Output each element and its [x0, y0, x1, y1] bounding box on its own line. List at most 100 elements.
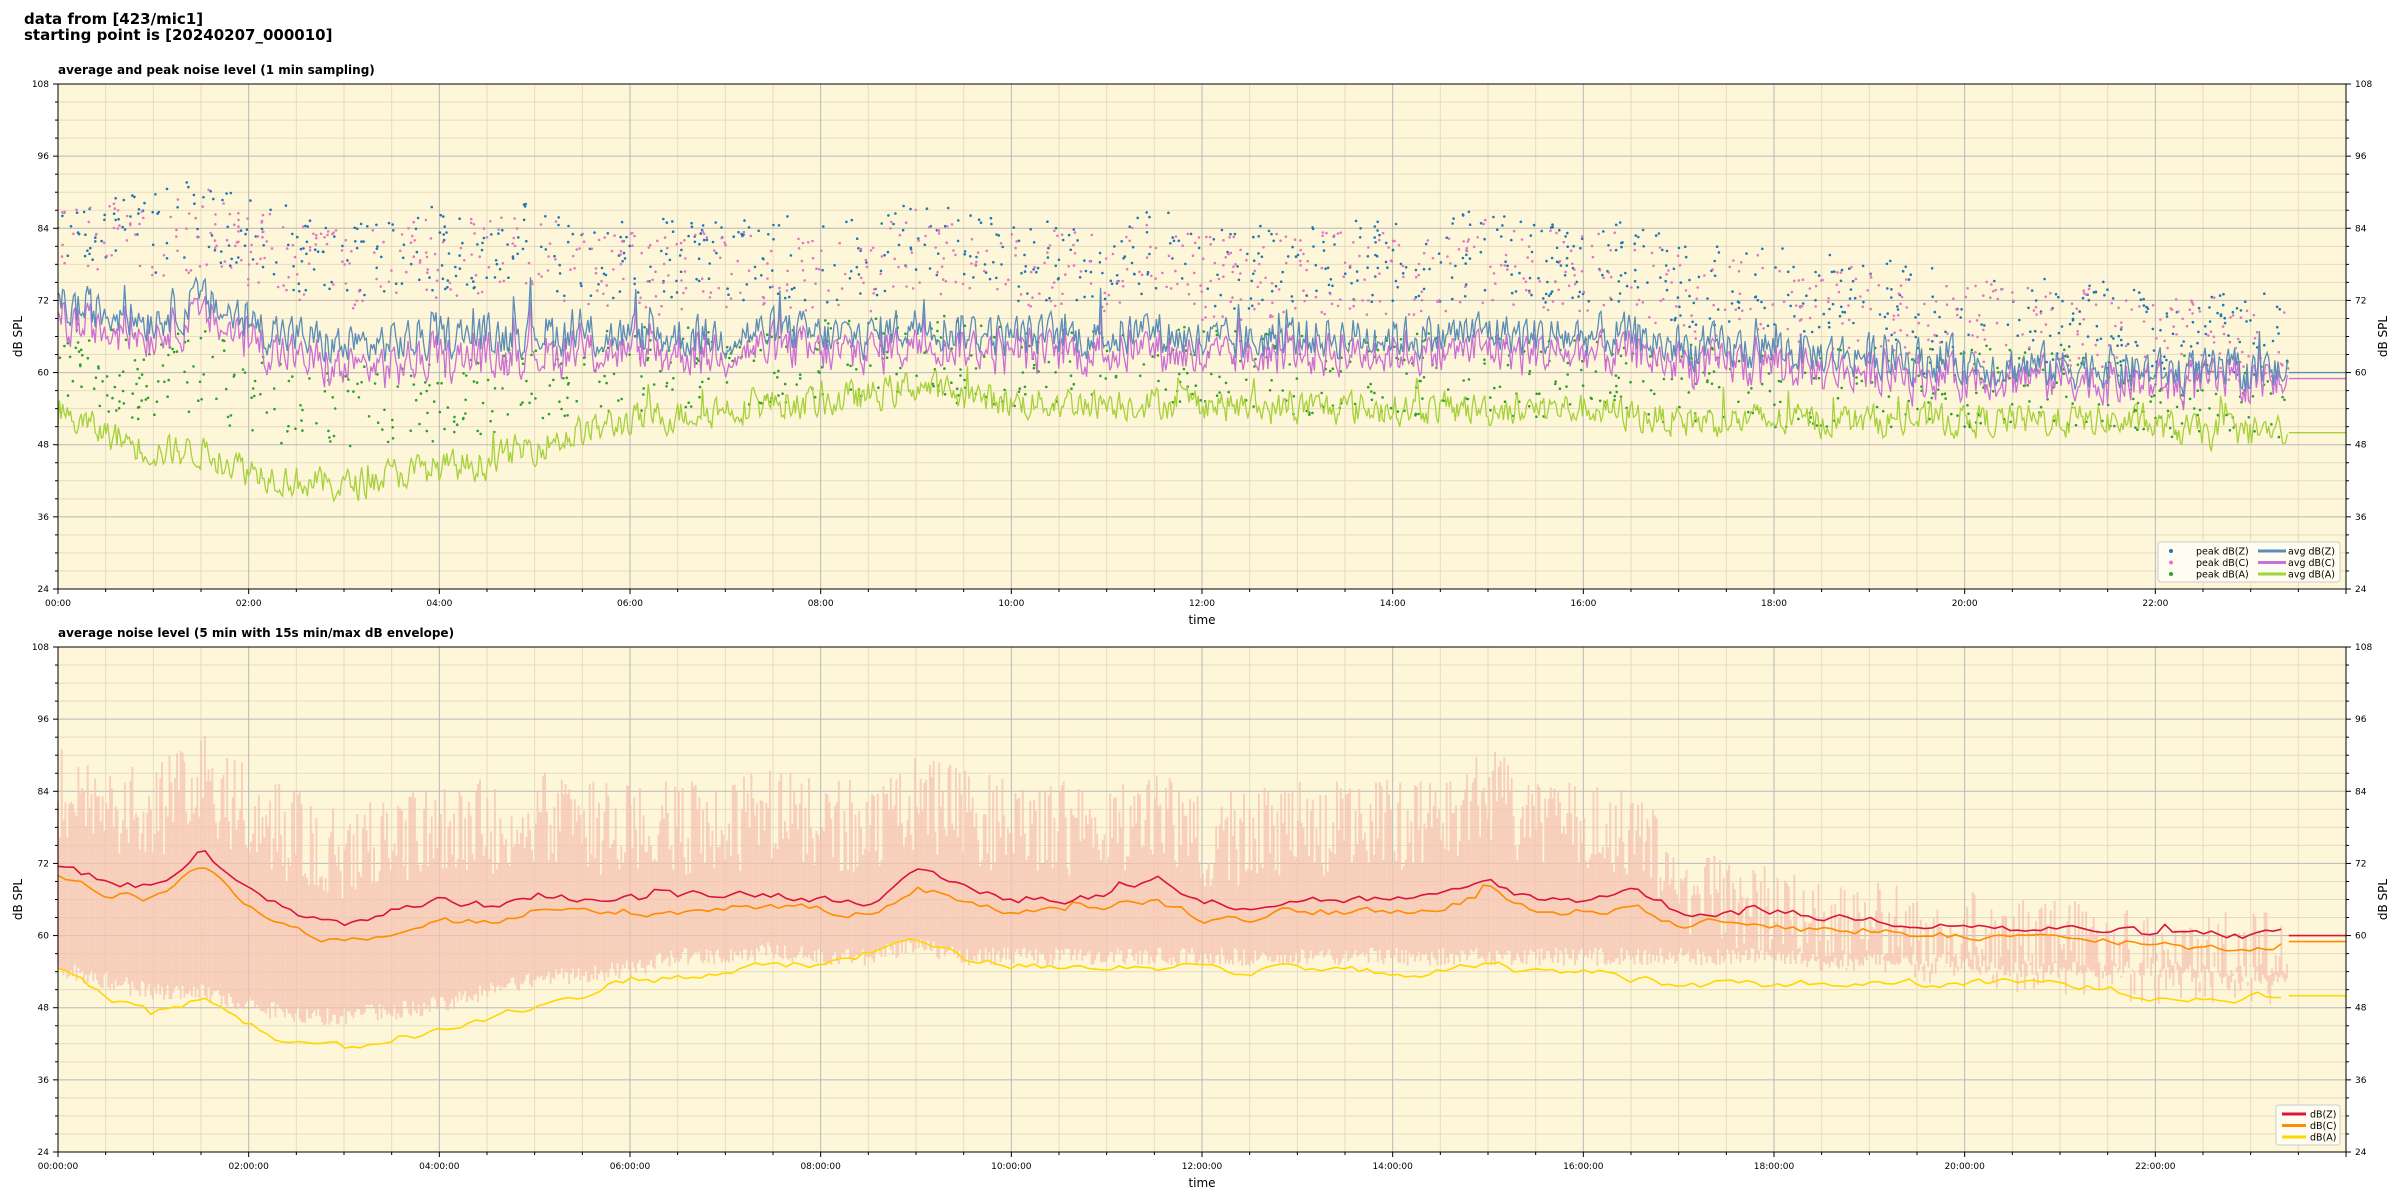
peak-point	[462, 372, 465, 375]
peak-point	[625, 235, 628, 239]
peak-point	[2034, 299, 2038, 302]
peak-point	[196, 227, 199, 231]
peak-point	[2033, 329, 2037, 333]
peak-point	[1624, 271, 1627, 275]
peak-point	[512, 236, 516, 240]
peak-point	[1321, 231, 1325, 234]
peak-point	[638, 301, 641, 305]
peak-point	[387, 221, 391, 225]
peak-point	[1526, 256, 1529, 259]
peak-point	[2238, 340, 2242, 344]
peak-point	[2027, 306, 2030, 310]
peak-point	[2243, 300, 2247, 304]
peak-point	[1156, 354, 1160, 357]
peak-point	[671, 230, 675, 233]
peak-point	[212, 197, 215, 201]
peak-point	[527, 261, 531, 265]
peak-point	[679, 241, 683, 245]
peak-point	[166, 395, 169, 399]
peak-point	[1029, 228, 1032, 231]
peak-point	[1333, 234, 1336, 237]
peak-point	[1461, 214, 1465, 217]
peak-point	[1220, 228, 1224, 232]
peak-point	[1390, 259, 1394, 263]
peak-point	[521, 401, 524, 404]
peak-point	[2008, 348, 2012, 352]
peak-point	[1355, 270, 1359, 273]
peak-point	[386, 440, 390, 444]
peak-point	[2158, 389, 2162, 393]
y-tick-label-left: 84	[38, 787, 50, 797]
peak-point	[476, 292, 480, 295]
peak-point	[2253, 336, 2257, 340]
peak-point	[1259, 224, 1262, 228]
peak-point	[1417, 262, 1421, 266]
peak-point	[1060, 302, 1063, 306]
peak-point	[124, 338, 128, 342]
peak-point	[2096, 338, 2099, 342]
peak-point	[2159, 318, 2162, 321]
peak-point	[575, 399, 578, 403]
peak-point	[315, 422, 318, 425]
peak-point	[143, 201, 146, 205]
peak-point	[240, 258, 243, 262]
peak-point	[995, 276, 998, 280]
peak-point	[656, 239, 659, 243]
peak-point	[1676, 254, 1680, 258]
peak-point	[2068, 359, 2072, 362]
peak-point	[904, 332, 907, 336]
peak-point	[87, 339, 91, 342]
x-axis-label: time	[1188, 1176, 1215, 1190]
peak-point	[1013, 404, 1016, 408]
peak-point	[63, 261, 66, 265]
peak-point	[215, 397, 218, 401]
peak-point	[423, 381, 427, 384]
peak-point	[1483, 218, 1487, 222]
peak-point	[490, 233, 493, 236]
peak-point	[344, 238, 348, 242]
peak-point	[1963, 425, 1966, 428]
peak-point	[959, 368, 962, 371]
peak-point	[2198, 429, 2201, 433]
peak-point	[163, 380, 166, 384]
peak-point	[485, 276, 489, 280]
peak-point	[605, 381, 608, 385]
peak-point	[1896, 308, 1900, 311]
peak-point	[2247, 354, 2250, 358]
peak-point	[285, 247, 289, 250]
peak-point	[500, 216, 503, 219]
peak-point	[1551, 225, 1554, 229]
peak-point	[176, 206, 179, 209]
peak-point	[186, 381, 189, 384]
peak-point	[1503, 215, 1506, 218]
peak-point	[1767, 372, 1771, 375]
x-tick-label: 08:00	[808, 599, 834, 609]
peak-point	[1850, 265, 1853, 269]
peak-point	[1353, 299, 1356, 302]
peak-point	[1814, 284, 1818, 288]
peak-point	[101, 380, 104, 383]
peak-point	[1575, 280, 1579, 284]
peak-point	[606, 232, 610, 235]
peak-point	[343, 263, 346, 266]
peak-point	[684, 286, 688, 290]
peak-point	[1847, 318, 1851, 322]
peak-point	[1985, 344, 1988, 348]
peak-point	[230, 257, 233, 261]
peak-point	[1565, 256, 1569, 260]
peak-point	[256, 235, 260, 238]
peak-point	[874, 317, 878, 321]
peak-point	[1213, 304, 1217, 308]
peak-point	[579, 282, 582, 285]
peak-point	[531, 282, 534, 286]
peak-point	[567, 224, 570, 228]
peak-point	[1959, 316, 1962, 319]
peak-point	[390, 269, 393, 272]
legend-marker	[2169, 560, 2173, 565]
y-tick-label-right: 36	[2355, 513, 2367, 523]
peak-point	[1028, 344, 1031, 348]
y-tick-label-left: 96	[38, 715, 50, 725]
peak-point	[1904, 265, 1907, 269]
peak-point	[2078, 322, 2082, 326]
peak-point	[72, 232, 75, 236]
